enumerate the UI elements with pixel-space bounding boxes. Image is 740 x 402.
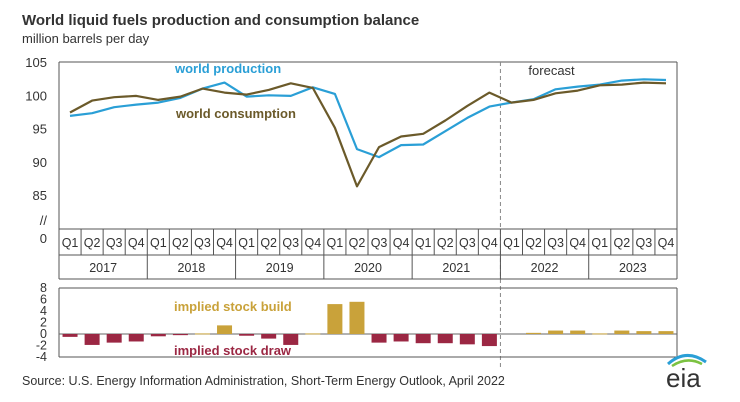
quarter-tick-label: Q4 — [658, 236, 675, 250]
stock-build-bar — [658, 331, 674, 334]
year-tick-label: 2019 — [266, 261, 294, 275]
quarter-tick-label: Q3 — [106, 236, 123, 250]
quarter-tick-label: Q1 — [415, 236, 432, 250]
bar-y-tick-label: 2 — [40, 316, 47, 330]
stock-build-bar — [614, 330, 630, 334]
stock-draw-bar — [437, 334, 453, 344]
quarter-tick-label: Q2 — [172, 236, 189, 250]
quarter-tick-label: Q4 — [481, 236, 498, 250]
quarter-tick-label: Q1 — [62, 236, 79, 250]
quarter-tick-label: Q3 — [371, 236, 388, 250]
stock-draw-bar — [393, 334, 409, 342]
chart-subtitle: million barrels per day — [22, 31, 150, 46]
stock-draw-bar — [172, 334, 188, 336]
y-tick-label: 95 — [33, 122, 47, 137]
quarter-tick-label: Q2 — [349, 236, 366, 250]
stock-draw-bar — [239, 334, 255, 336]
quarter-tick-label: Q3 — [194, 236, 211, 250]
stock-build-bar — [349, 301, 365, 334]
quarter-tick-label: Q1 — [150, 236, 167, 250]
production-series-label: world production — [174, 61, 281, 76]
bar-y-tick-label: -4 — [36, 350, 47, 364]
quarter-tick-label: Q2 — [437, 236, 454, 250]
stock-build-bar — [194, 333, 210, 335]
stock-build-bar — [548, 330, 564, 334]
stock-build-bar — [636, 331, 652, 334]
eia-logo: eia — [666, 354, 707, 392]
stock-build-bar — [305, 333, 321, 335]
chart-title: World liquid fuels production and consum… — [22, 12, 420, 29]
stock-draw-bar — [415, 334, 431, 344]
stock-draw-bar — [150, 334, 166, 337]
consumption-series-label: world consumption — [175, 106, 296, 121]
bar-y-tick-label: 0 — [40, 327, 47, 341]
stock-draw-bar — [459, 334, 475, 345]
year-tick-label: 2021 — [442, 261, 470, 275]
stock-build-bar — [217, 325, 233, 334]
y-tick-label: 100 — [25, 88, 47, 103]
bar-y-tick-label: -2 — [36, 339, 47, 353]
quarter-tick-label: Q3 — [459, 236, 476, 250]
draw-label: implied stock draw — [174, 343, 292, 358]
quarter-tick-label: Q3 — [547, 236, 564, 250]
bar-y-tick-label: 8 — [40, 281, 47, 295]
year-tick-label: 2018 — [178, 261, 206, 275]
year-tick-label: 2017 — [89, 261, 117, 275]
quarter-tick-label: Q1 — [238, 236, 255, 250]
stock-build-bar — [570, 330, 586, 334]
y-tick-label: 0 — [40, 231, 47, 246]
chart-svg: 105 100 95 90 85 // 0 forecast world production w… — [25, 55, 678, 370]
quarter-tick-label: Q3 — [282, 236, 299, 250]
stock-draw-bar — [481, 334, 497, 347]
stock-draw-bar — [128, 334, 144, 342]
quarter-tick-label: Q4 — [304, 236, 321, 250]
stock-draw-bar — [106, 334, 122, 343]
stock-draw-bar — [283, 334, 299, 345]
y-tick-label: 90 — [33, 155, 47, 170]
year-tick-label: 2020 — [354, 261, 382, 275]
quarter-tick-label: Q4 — [216, 236, 233, 250]
quarter-tick-label: Q1 — [591, 236, 608, 250]
balance-line-panel: 105 100 95 90 85 // 0 forecast world production w… — [25, 55, 678, 370]
stock-draw-bar — [84, 334, 100, 345]
source-note: Source: U.S. Energy Information Administ… — [22, 374, 505, 388]
stock-build-bar — [327, 304, 343, 334]
quarter-tick-label: Q2 — [613, 236, 630, 250]
bar-y-tick-label: 6 — [40, 293, 47, 307]
quarter-tick-label: Q4 — [393, 236, 410, 250]
stock-build-bar — [526, 332, 542, 334]
y-tick-label: 105 — [25, 55, 47, 70]
stock-draw-bar — [371, 334, 387, 343]
quarter-tick-label: Q1 — [327, 236, 344, 250]
year-tick-label: 2022 — [531, 261, 559, 275]
y-tick-label: // — [40, 213, 48, 228]
quarter-tick-label: Q3 — [636, 236, 653, 250]
stock-draw-bar — [261, 334, 277, 339]
quarter-axis-table: Q1 Q2 Q3 Q4 Q1 Q2 Q3 Q4 Q1 Q2 Q3 Q4 Q1 Q2 Q3 Q4 Q1 Q2 Q3 Q4… — [58, 228, 678, 280]
quarter-tick-label: Q4 — [569, 236, 586, 250]
forecast-label: forecast — [528, 63, 575, 78]
bar-y-tick-label: 4 — [40, 304, 47, 318]
quarter-tick-label: Q1 — [503, 236, 520, 250]
production-line — [69, 78, 667, 159]
y-tick-label: 85 — [33, 188, 47, 203]
quarter-tick-label: Q2 — [260, 236, 277, 250]
quarter-tick-label: Q2 — [84, 236, 101, 250]
stock-build-bar — [592, 333, 608, 335]
stock-draw-bar — [62, 334, 78, 337]
build-label: implied stock build — [174, 299, 292, 314]
consumption-line — [69, 81, 667, 188]
quarter-tick-label: Q4 — [128, 236, 145, 250]
svg-text:eia: eia — [666, 363, 701, 392]
quarter-tick-label: Q2 — [525, 236, 542, 250]
year-tick-label: 2023 — [619, 261, 647, 275]
